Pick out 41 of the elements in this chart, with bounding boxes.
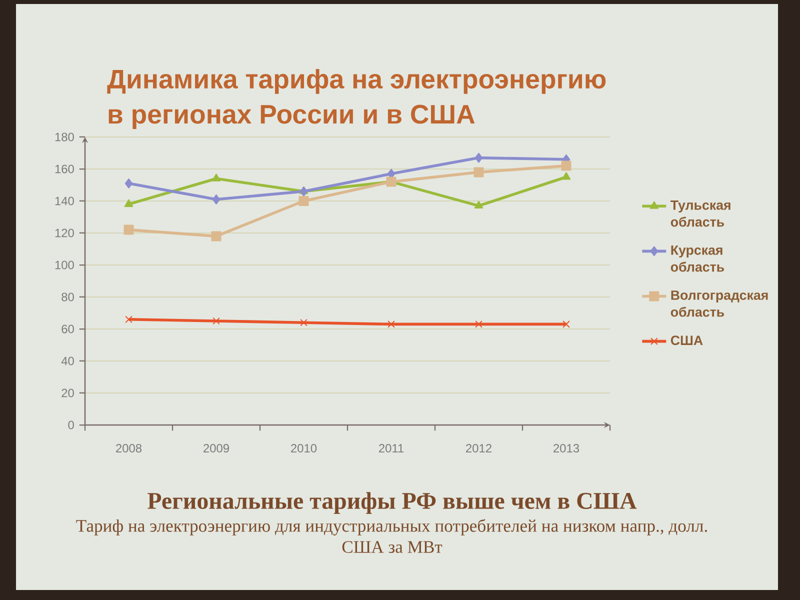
x-tick-label: 2012	[466, 444, 492, 452]
point	[562, 172, 571, 180]
x-tick-label: 2008	[116, 444, 142, 452]
chart-title: Динамика тарифа на электроэнергию в регионах России и в США	[107, 68, 606, 129]
point	[474, 200, 484, 209]
point	[474, 167, 484, 178]
y-tick-label: 160	[55, 164, 74, 174]
y-tick-label: 120	[55, 228, 74, 238]
point	[475, 320, 482, 328]
y-tick-label: 140	[55, 196, 74, 206]
point	[561, 160, 572, 171]
x-tick-label: 2010	[291, 444, 317, 452]
legend-label: США	[670, 336, 703, 346]
point	[212, 174, 221, 182]
text: Тариф на электроэнергию для индустриальных потребителей на низком напр., долл. США за МВт	[76, 519, 707, 553]
point	[388, 320, 395, 328]
point	[125, 316, 132, 324]
legend-label: Волгоградская область	[670, 290, 768, 317]
point	[474, 152, 483, 163]
x-tick-label: 2009	[204, 444, 229, 452]
y-tick-label: 100	[55, 260, 74, 270]
text: Региональные тарифы РФ выше чем в США	[148, 492, 637, 514]
legend-label: Курская область	[670, 246, 724, 272]
point	[562, 320, 570, 328]
legend-label: Тульская область	[670, 200, 730, 227]
point	[124, 178, 133, 188]
point	[300, 318, 308, 326]
x-tick-label: 2013	[554, 444, 580, 452]
y-tick-label: 0	[68, 420, 74, 430]
point	[212, 194, 220, 204]
point	[124, 224, 134, 235]
y-tick-label: 60	[62, 324, 74, 334]
point	[124, 199, 134, 207]
point	[212, 317, 220, 325]
point	[211, 231, 222, 242]
point	[298, 196, 309, 206]
y-tick-label: 20	[62, 388, 74, 398]
y-tick-label: 80	[62, 292, 74, 302]
y-tick-label: 180	[55, 132, 74, 142]
y-tick-label: 40	[61, 356, 74, 366]
x-tick-label: 2011	[378, 444, 404, 452]
